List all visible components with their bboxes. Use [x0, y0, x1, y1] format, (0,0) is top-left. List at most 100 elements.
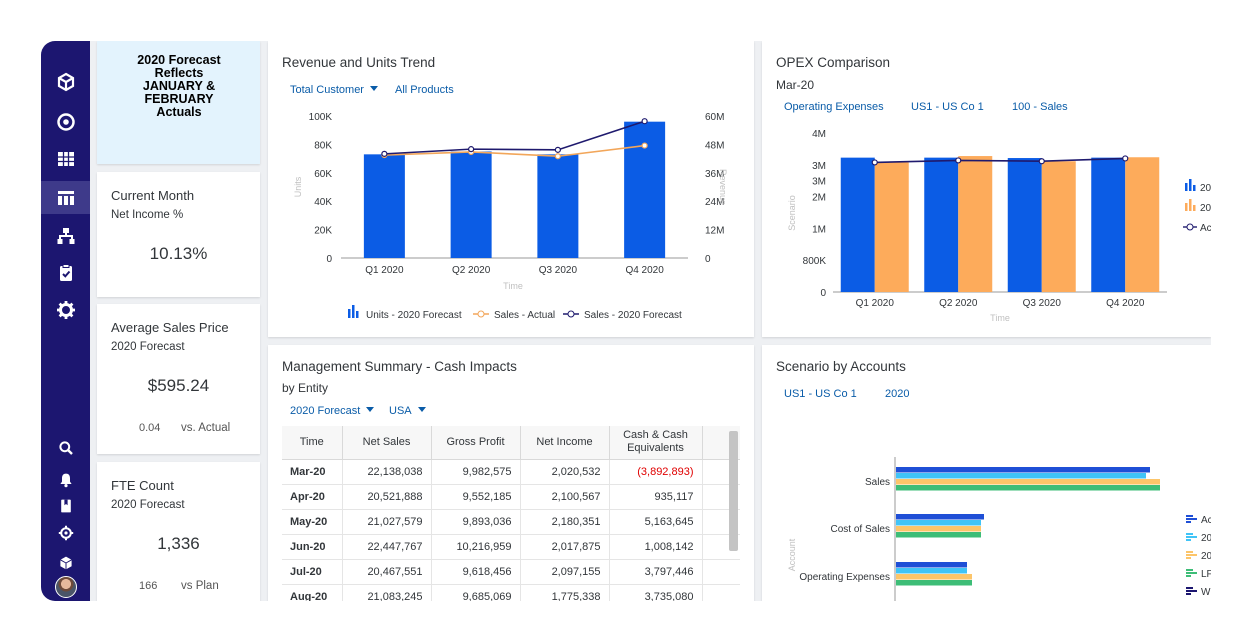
- y2-tick-label: 60M: [705, 112, 724, 123]
- value-cell: 9,982,575: [431, 459, 521, 485]
- column-header[interactable]: Net Sales: [342, 426, 432, 460]
- y2-tick-label: 36M: [705, 169, 724, 180]
- table-row[interactable]: May-20 21,027,579 9,893,036 2,180,351 5,163,…: [282, 509, 740, 535]
- table-scrollbar[interactable]: [729, 431, 738, 551]
- kpi-subtitle: Net Income %: [111, 209, 184, 221]
- compass-icon[interactable]: [52, 519, 79, 546]
- gear-icon[interactable]: [52, 296, 79, 323]
- grid-icon[interactable]: [52, 145, 79, 172]
- opex-line: [874, 157, 1126, 164]
- legend-label: 20: [1201, 533, 1211, 544]
- row-spacer: [702, 584, 740, 601]
- account-bar: [896, 514, 984, 520]
- clipboard-icon[interactable]: [52, 259, 79, 286]
- legend-label: Sales - 2020 Forecast: [584, 310, 682, 321]
- account-bar: [896, 467, 1150, 473]
- column-header[interactable]: Gross Profit: [431, 426, 521, 460]
- hierarchy-icon[interactable]: [52, 222, 79, 249]
- column-header[interactable]: Net Income: [520, 426, 610, 460]
- legend-icon-bar: [1186, 587, 1193, 589]
- kpi-title: Current Month: [111, 188, 195, 203]
- product-filter[interactable]: All Products: [395, 84, 454, 96]
- value-cell: 5,163,645: [609, 509, 703, 535]
- avatar[interactable]: [55, 576, 77, 598]
- y2-axis-label: Revenue: [718, 169, 728, 205]
- value-cell: 2,017,875: [520, 534, 610, 560]
- legend-label: W: [1201, 587, 1211, 598]
- kpi-subtitle: 2020 Forecast: [111, 499, 185, 511]
- table-row[interactable]: Jul-20 20,467,551 9,618,456 2,097,155 3,797,…: [282, 559, 740, 585]
- opex-bar: [958, 156, 993, 292]
- legend-icon-bar: [1185, 183, 1188, 191]
- legend-icon-bar: [1193, 185, 1196, 191]
- legend-label: 20: [1201, 551, 1211, 562]
- opex-chart: 0 800K 1M 2M 3M 4M 3M Scenario Time Q1 2020 Q2 202…: [787, 129, 1211, 323]
- entity-filter-label: USA: [389, 405, 412, 417]
- y-tick-label: 4M: [812, 129, 826, 140]
- fte-count-card[interactable]: FTE Count 2020 Forecast 1,336 166 vs Pla…: [97, 462, 260, 601]
- book-icon[interactable]: [52, 492, 79, 519]
- y-tick-label: 60K: [314, 169, 332, 180]
- panel-title: Management Summary - Cash Impacts: [282, 359, 517, 374]
- account-bar: [896, 473, 1146, 479]
- legend-icon-bar: [352, 305, 355, 318]
- y-tick-label: 80K: [314, 140, 332, 151]
- table-row[interactable]: Apr-20 20,521,888 9,552,185 2,100,567 935,11…: [282, 484, 740, 510]
- legend-label: Sales - Actual: [494, 310, 555, 321]
- dashboard-icon[interactable]: [41, 181, 90, 214]
- entity-filter[interactable]: US1 - US Co 1: [784, 388, 857, 400]
- y2-tick-label: 24M: [705, 197, 724, 208]
- scenario-filter[interactable]: 2020 Forecast: [290, 405, 375, 417]
- table-row[interactable]: Jun-20 22,447,767 10,216,959 2,017,875 1,008…: [282, 534, 740, 560]
- scenario-chart: Account Sales Cost of Sales Operating Expen…: [787, 457, 1211, 601]
- customer-filter-label: Total Customer: [290, 84, 364, 96]
- line-point: [955, 157, 962, 164]
- column-header[interactable]: Cash & Cash Equivalents: [609, 426, 703, 460]
- opex-bar: [924, 157, 959, 292]
- cube-icon[interactable]: [52, 68, 79, 95]
- target-icon[interactable]: [52, 108, 79, 135]
- year-filter[interactable]: 2020: [885, 388, 910, 400]
- legend-label: Ac: [1201, 515, 1211, 526]
- value-cell: 9,685,069: [431, 584, 521, 601]
- entity-filter[interactable]: US1 - US Co 1: [911, 101, 984, 113]
- value-cell: 9,552,185: [431, 484, 521, 510]
- legend-icon-bar: [1186, 557, 1191, 559]
- value-cell: 2,100,567: [520, 484, 610, 510]
- value-cell: 21,027,579: [342, 509, 432, 535]
- avg-sales-price-card[interactable]: Average Sales Price 2020 Forecast $595.2…: [97, 304, 260, 454]
- column-header[interactable]: Time: [282, 426, 343, 460]
- legend-icon-bar: [1186, 572, 1197, 574]
- kpi-delta: 0.04: [139, 422, 161, 434]
- y-tick-label: 100K: [309, 112, 333, 123]
- opex-bar: [874, 162, 909, 292]
- value-cell: 3,797,446: [609, 559, 703, 585]
- search-icon[interactable]: [52, 434, 79, 461]
- department-filter[interactable]: 100 - Sales: [1012, 101, 1068, 113]
- account-filter[interactable]: Operating Expenses: [784, 101, 884, 113]
- y-axis-label: Account: [787, 538, 797, 571]
- chevron-down-icon: [369, 86, 378, 91]
- account-bar: [896, 580, 972, 586]
- kpi-delta: 166: [139, 580, 158, 592]
- value-cell: 3,735,080: [609, 584, 703, 601]
- management-summary-panel: Management Summary - Cash Impacts by Ent…: [268, 345, 754, 601]
- x-tick-label: Q4 2020: [625, 265, 664, 276]
- units-bar: [363, 154, 405, 258]
- legend-icon-bar: [1189, 199, 1192, 211]
- legend-icon-point: [1186, 223, 1194, 231]
- chevron-down-icon: [417, 407, 426, 412]
- scenario-filter-label: 2020 Forecast: [290, 405, 361, 417]
- entity-filter[interactable]: USA: [389, 405, 426, 417]
- x-tick-label: Q1 2020: [856, 298, 895, 309]
- y-tick-label: Sales: [865, 477, 890, 488]
- table-row[interactable]: Aug-20 21,083,245 9,685,069 1,775,338 3,735,…: [282, 584, 740, 601]
- current-month-card[interactable]: Current Month Net Income % 10.13%: [97, 172, 260, 297]
- bell-icon[interactable]: [52, 466, 79, 493]
- time-cell: Aug-20: [282, 584, 343, 601]
- customer-filter[interactable]: Total Customer: [290, 84, 378, 96]
- box-icon[interactable]: [52, 549, 79, 576]
- table-row[interactable]: Mar-20 22,138,038 9,982,575 2,020,532 (3,892…: [282, 459, 740, 485]
- legend-icon-bar: [1186, 575, 1191, 577]
- opex-bar: [1091, 157, 1126, 292]
